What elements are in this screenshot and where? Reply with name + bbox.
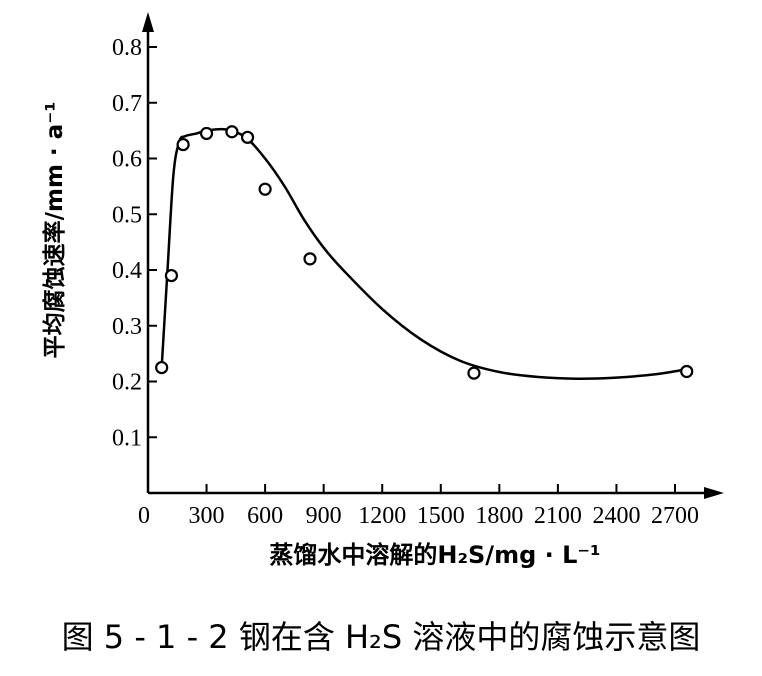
y-tick-label: 0.3 (112, 314, 142, 340)
data-point (240, 130, 255, 144)
y-tick-label: 0.8 (112, 35, 142, 61)
x-tick-label: 0 (138, 503, 150, 529)
x-tick-label: 1200 (358, 503, 406, 529)
y-tick-label: 0.5 (112, 202, 142, 228)
x-axis-title: 蒸馏水中溶解的H₂S/mg · L⁻¹ (269, 541, 600, 569)
y-ticks: 0.1 0.2 0.3 0.4 0.5 0.6 0.7 0.8 (112, 35, 157, 451)
x-axis-arrow (704, 487, 724, 499)
data-point (225, 125, 239, 139)
x-tick-label: 2100 (534, 503, 582, 529)
corrosion-rate-chart: 0.1 0.2 0.3 0.4 0.5 0.6 0.7 0.8 0 300 600 900 1200 1… (41, 12, 724, 569)
x-tick-label: 1500 (417, 503, 465, 529)
x-tick-label: 300 (189, 503, 225, 529)
y-tick-label: 0.2 (112, 370, 142, 396)
x-tick-label: 900 (306, 503, 342, 529)
series-layer (155, 125, 694, 380)
figure-caption: 图 5 - 1 - 2 钢在含 H₂S 溶液中的腐蚀示意图 (61, 618, 701, 656)
x-tick-label: 2400 (592, 503, 640, 529)
data-point (164, 268, 179, 283)
data-point (467, 366, 481, 380)
axes (142, 12, 724, 499)
data-point (258, 182, 272, 196)
y-tick-label: 0.7 (112, 91, 142, 117)
y-tick-label: 0.4 (112, 258, 142, 284)
data-point (303, 252, 317, 266)
x-tick-label: 600 (247, 503, 283, 529)
y-axis-arrow (142, 12, 154, 32)
y-tick-label: 0.6 (112, 147, 142, 173)
x-tick-label: 1800 (475, 503, 523, 529)
x-ticks: 0 300 600 900 1200 1500 1800 2100 2400 2700 (138, 484, 699, 529)
data-point (680, 364, 694, 379)
data-point (199, 126, 214, 141)
y-axis-title: 平均腐蚀速率/mm · a⁻¹ (41, 102, 68, 359)
x-tick-label: 2700 (651, 503, 699, 529)
data-point (155, 360, 169, 375)
fitted-curve (160, 127, 687, 380)
data-point (176, 137, 190, 152)
y-tick-label: 0.1 (112, 425, 142, 451)
